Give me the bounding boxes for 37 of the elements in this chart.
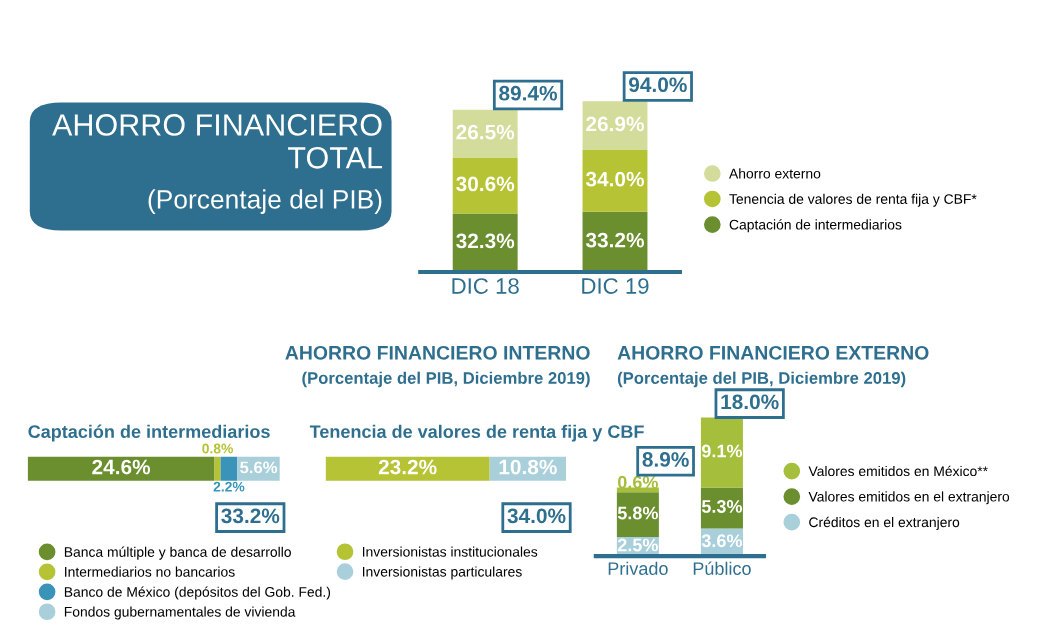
chart-subtitle: (Porcentaje del PIB, Diciembre 2019) xyxy=(617,371,906,388)
x-tick-label: DIC 19 xyxy=(582,278,649,294)
data-label: 33.2% xyxy=(585,232,644,248)
text: (Porcentaje del PIB, Diciembre 2019) xyxy=(302,371,590,388)
text: AHORRO FINANCIERO TOTAL xyxy=(52,114,383,169)
data-label: 3.6% xyxy=(701,534,743,548)
data-label: 30.6% xyxy=(456,176,515,192)
total-label: 8.9% xyxy=(642,452,689,467)
total-label: 33.2% xyxy=(221,508,280,524)
data-label: 5.8% xyxy=(617,506,658,520)
data-label: 34.0% xyxy=(585,171,644,187)
data-label: 24.6% xyxy=(92,459,151,475)
data-label: 26.5% xyxy=(456,124,515,140)
data-label: 2.5% xyxy=(617,538,658,552)
chart-title: Captación de intermediarios xyxy=(28,424,270,442)
chart-title: AHORRO FINANCIERO EXTERNO xyxy=(617,345,929,360)
data-label: 32.3% xyxy=(456,233,515,249)
total-label: 89.4% xyxy=(499,85,558,101)
data-label: 10.8% xyxy=(499,459,557,475)
bar xyxy=(220,456,238,481)
total-label: 94.0% xyxy=(629,77,687,93)
x-tick-label: Público xyxy=(693,561,751,575)
data-label: 5.6% xyxy=(240,461,278,474)
total-label: 34.0% xyxy=(507,508,566,524)
data-label: 9.1% xyxy=(701,444,743,458)
data-label: 5.3% xyxy=(701,500,743,513)
bar xyxy=(582,150,648,212)
text: AHORRO FINANCIERO INTERNO xyxy=(285,345,590,360)
total-label: 18.0% xyxy=(721,394,779,410)
x-tick-label: Privado xyxy=(608,561,668,575)
text: (Porcentaje del PIB) xyxy=(148,189,382,214)
data-label: 26.9% xyxy=(586,116,644,132)
data-label: 0.6% xyxy=(618,475,658,489)
bar xyxy=(214,456,221,481)
text: Tenencia de valores de renta fija y CBF xyxy=(309,424,644,442)
x-tick-label: DIC 18 xyxy=(452,278,519,294)
data-label: 23.2% xyxy=(378,459,437,475)
